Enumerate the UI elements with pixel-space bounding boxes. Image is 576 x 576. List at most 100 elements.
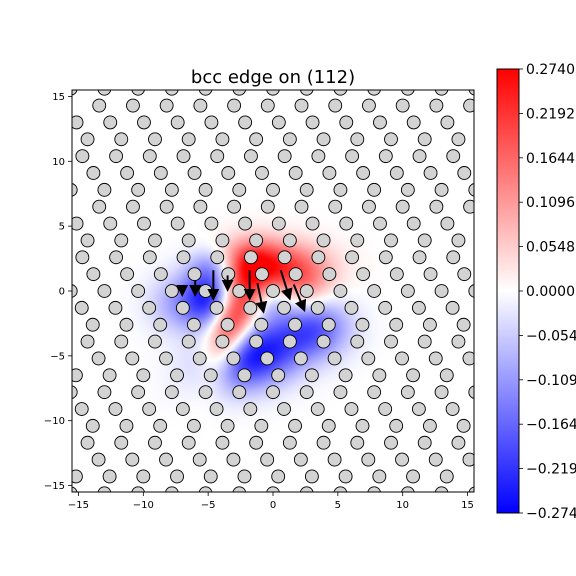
atom xyxy=(311,250,326,265)
atom xyxy=(333,182,348,197)
atom xyxy=(260,452,275,467)
atom xyxy=(97,284,112,298)
atom xyxy=(159,199,174,214)
atom xyxy=(299,486,314,492)
x-tick-label: 10 xyxy=(396,500,409,511)
y-tick-label: 0 xyxy=(59,287,65,298)
atom xyxy=(468,486,474,492)
atom xyxy=(282,334,297,349)
atom xyxy=(451,233,466,248)
atom xyxy=(456,317,471,332)
atom xyxy=(238,216,253,231)
atom xyxy=(271,115,286,130)
atom xyxy=(378,300,393,315)
x-axis: −15 −10 −5 0 5 10 15 xyxy=(68,492,474,511)
atom xyxy=(266,385,280,400)
atom xyxy=(372,368,387,383)
y-axis: −15 −10 −5 0 5 10 15 xyxy=(44,92,72,492)
atom xyxy=(148,334,162,349)
atom xyxy=(164,284,179,298)
atom xyxy=(339,115,354,130)
atom xyxy=(271,368,286,383)
atom xyxy=(299,182,314,197)
colorbar-tick-label: 0.1096 xyxy=(526,195,575,211)
atom xyxy=(288,166,303,180)
atom xyxy=(80,334,95,349)
atom xyxy=(72,486,78,492)
atom xyxy=(92,98,107,113)
atom xyxy=(80,233,95,248)
atom xyxy=(97,182,112,197)
atom xyxy=(198,486,213,492)
displacement-arrow xyxy=(279,269,293,301)
x-tick-label: 15 xyxy=(461,500,474,511)
atom xyxy=(109,250,124,265)
atom xyxy=(75,250,90,265)
atom xyxy=(153,166,168,180)
atom xyxy=(186,418,201,433)
atom xyxy=(434,284,449,298)
atom xyxy=(356,166,371,180)
atom xyxy=(114,435,129,450)
atom xyxy=(142,250,157,265)
colorbar-ticks: 0.2740 0.2192 0.1644 0.1096 0.0548 0.0000 −0.0… xyxy=(519,62,576,522)
atom xyxy=(102,469,117,484)
x-tick-label: −15 xyxy=(68,500,89,511)
atom xyxy=(480,403,493,416)
atom xyxy=(244,149,258,164)
x-tick-label: 5 xyxy=(335,500,341,511)
atom xyxy=(378,402,393,416)
atom xyxy=(350,435,365,450)
atom xyxy=(429,199,444,214)
atom xyxy=(74,402,89,416)
atom xyxy=(80,132,95,147)
atom xyxy=(327,452,342,467)
atom xyxy=(384,233,398,248)
atom xyxy=(86,267,101,282)
atom xyxy=(226,452,241,467)
atom xyxy=(176,149,191,164)
atom xyxy=(417,233,432,248)
atom xyxy=(187,166,202,180)
atom xyxy=(389,418,404,433)
atom xyxy=(378,250,393,265)
colorbar: 0.2740 0.2192 0.1644 0.1096 0.0548 0.0000 −0.0… xyxy=(496,62,576,522)
atom xyxy=(203,368,218,383)
atom xyxy=(305,216,320,231)
atom xyxy=(480,251,493,264)
atom xyxy=(367,90,381,96)
atom xyxy=(227,98,242,113)
atom xyxy=(97,385,112,400)
colorbar-tick-label: 0.2740 xyxy=(526,62,575,78)
atom xyxy=(411,300,426,315)
atom xyxy=(395,199,410,214)
atom xyxy=(266,182,280,197)
atom xyxy=(53,268,66,281)
atom xyxy=(338,368,353,383)
atom xyxy=(451,334,466,349)
atom xyxy=(333,385,348,400)
atom xyxy=(227,199,242,214)
atom xyxy=(120,267,135,282)
atom xyxy=(401,90,415,96)
atom xyxy=(316,435,331,450)
atom xyxy=(417,132,432,147)
atom xyxy=(422,317,437,332)
atom xyxy=(203,469,218,484)
atom xyxy=(92,199,107,214)
atom xyxy=(400,284,415,298)
atom xyxy=(293,452,308,467)
atom xyxy=(473,372,474,378)
atom xyxy=(328,98,343,113)
atom xyxy=(170,469,184,484)
atom xyxy=(72,469,83,484)
atom xyxy=(350,233,365,248)
atom xyxy=(255,267,269,282)
atom xyxy=(260,351,275,366)
atom xyxy=(126,199,140,214)
atom xyxy=(282,233,297,248)
atom xyxy=(475,116,488,129)
atom xyxy=(215,132,230,147)
atom xyxy=(125,452,140,467)
